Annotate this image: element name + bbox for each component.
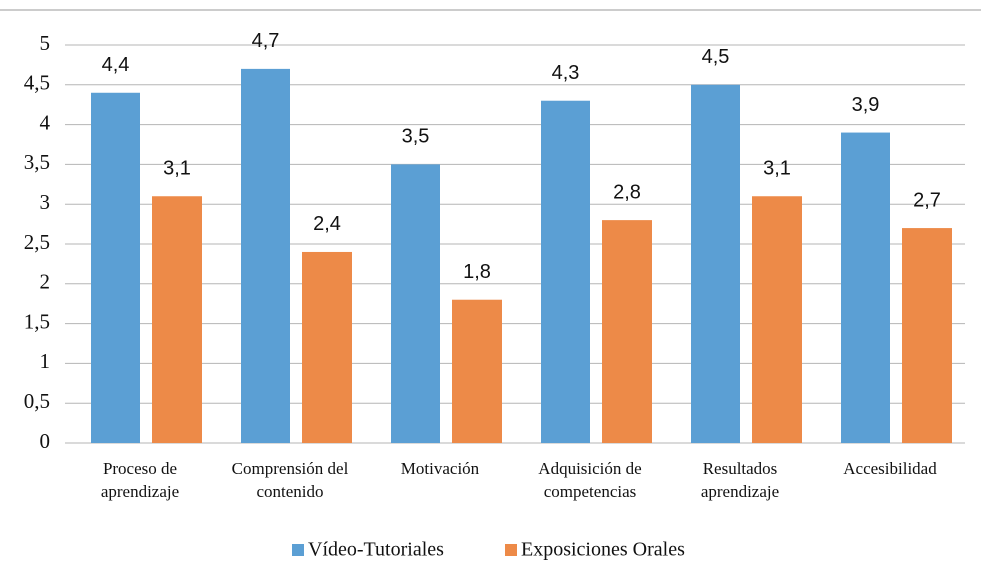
bar — [602, 220, 652, 443]
y-tick-label: 1,5 — [24, 309, 50, 333]
bar — [452, 299, 502, 443]
y-tick-label: 5 — [40, 31, 51, 55]
x-tick-label: Resultados aprendizaje — [701, 459, 779, 501]
y-tick-label: 2 — [40, 270, 51, 294]
bar — [752, 196, 802, 443]
bar — [152, 196, 202, 443]
value-label: 3,9 — [852, 94, 880, 116]
bar — [902, 228, 952, 443]
value-label: 4,3 — [552, 62, 580, 84]
value-label: 4,5 — [702, 46, 730, 68]
x-tick-label: Motivación — [401, 459, 480, 478]
x-tick-label: Proceso de aprendizaje — [101, 459, 179, 501]
legend-label: Exposiciones Orales — [521, 539, 685, 561]
bar — [91, 92, 140, 443]
y-tick-label: 4,5 — [24, 71, 50, 95]
y-tick-label: 0,5 — [24, 389, 50, 413]
value-label: 3,1 — [163, 158, 191, 180]
value-label: 4,7 — [252, 30, 280, 52]
y-tick-label: 4 — [40, 110, 51, 134]
legend-swatch — [292, 544, 304, 556]
bar — [691, 84, 740, 444]
bar — [391, 164, 440, 443]
y-tick-label: 3 — [40, 190, 51, 214]
value-label: 2,7 — [913, 189, 941, 211]
x-tick-label: Comprensión del contenido — [232, 459, 349, 501]
y-tick-label: 0 — [40, 429, 51, 453]
x-tick-label: Adquisición de competencias — [538, 459, 641, 501]
x-tick-label: Accesibilidad — [843, 459, 937, 478]
bar — [241, 68, 290, 443]
value-label: 1,8 — [463, 261, 491, 283]
bar — [541, 100, 590, 443]
value-label: 2,8 — [613, 181, 641, 203]
legend-swatch — [505, 544, 517, 556]
value-label: 4,4 — [102, 54, 130, 76]
bar — [302, 251, 352, 443]
value-label: 3,5 — [402, 126, 430, 148]
legend-label: Vídeo-Tutoriales — [308, 539, 444, 561]
y-tick-label: 3,5 — [24, 150, 50, 174]
value-label: 2,4 — [313, 213, 341, 235]
y-tick-label: 1 — [40, 349, 51, 373]
bar — [841, 132, 890, 443]
y-tick-label: 2,5 — [24, 230, 50, 254]
value-label: 3,1 — [763, 158, 791, 180]
